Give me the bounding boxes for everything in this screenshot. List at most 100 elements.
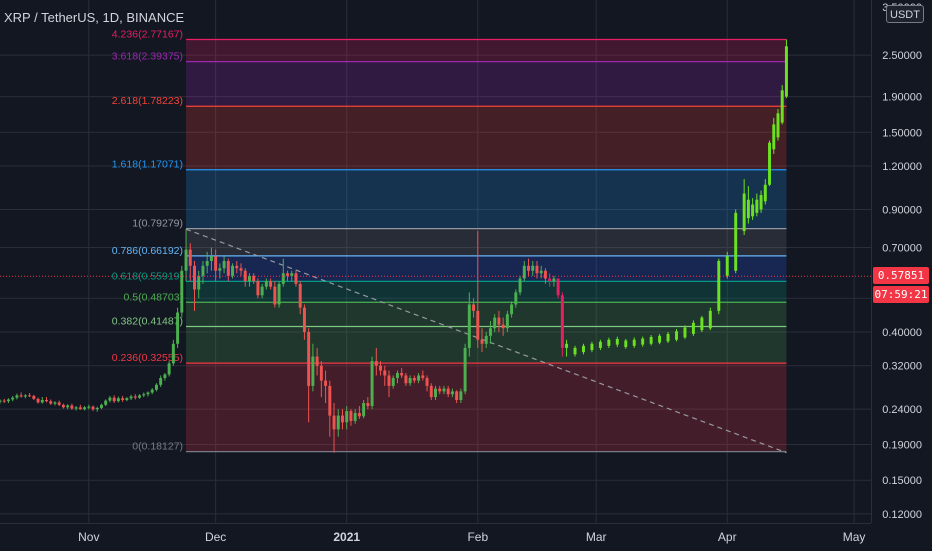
candle [87,404,91,410]
candle-body [264,281,268,287]
candle-body [763,184,767,202]
candle-body [759,195,763,210]
candle-body [387,375,391,386]
candle [6,398,10,404]
candle-body [353,413,357,421]
candle [683,325,687,339]
candle [446,385,450,398]
candle-body [298,283,302,308]
candle [154,383,158,392]
candle [565,339,569,357]
candle [231,263,235,279]
symbol-exchange: BINANCE [126,10,185,25]
candle-body [734,212,738,271]
candle [353,409,357,424]
candle [467,292,471,357]
candle-body [505,314,509,329]
candle-body [57,402,61,405]
candle [125,397,129,402]
symbol-pair: XRP / TetherUS [4,10,96,25]
candle-body [370,361,374,407]
candle [298,281,302,315]
candle [142,392,146,398]
candle-body [256,281,260,296]
candle-body [463,347,467,392]
fib-band [186,39,787,62]
candle-body [15,395,19,398]
candle-body [53,402,57,404]
candle [336,409,340,437]
candle [374,347,378,376]
candle [666,331,670,343]
candle [429,383,433,401]
candle [23,394,27,399]
candle-body [180,270,184,313]
candle [675,329,678,342]
candle-body [675,331,678,340]
candle-body [666,333,670,342]
candle [510,301,514,318]
candle-body [328,385,332,416]
candle-body [607,339,611,346]
fib-level-label: 0.786(0.66192) [112,245,183,257]
candle [328,380,332,437]
candle-body [379,365,383,371]
symbol-title[interactable]: XRP / TetherUS, 1D, BINANCE [4,10,184,25]
candle [239,263,243,276]
candle-body [535,265,539,274]
candle [91,405,95,412]
candle [387,370,391,398]
candle [763,179,767,205]
candle [784,39,788,99]
candle [590,341,594,353]
candle-body [214,256,218,271]
fib-level-label: 2.618(1.78223) [112,95,183,107]
fibonacci-extension[interactable]: 4.236(2.77167) 3.618(2.39375) 2.618(1.7822… [112,29,787,453]
candle-body [66,405,70,408]
fib-level-label: 0.382(0.41487) [112,315,183,327]
candle [252,273,256,284]
candle [311,343,315,392]
candle-body [455,391,459,401]
currency-button[interactable]: USDT [886,5,924,23]
candlestick-series [0,39,788,453]
fib-level-label: 0.236(0.32555) [112,352,183,364]
candle [442,385,446,395]
candle-body [209,256,213,261]
price-axis[interactable] [871,0,932,523]
candle-body [61,404,65,408]
candle [391,375,395,389]
candle [146,391,150,397]
candle [472,298,476,318]
candle [366,397,370,410]
candle-body [23,395,27,397]
time-axis[interactable] [0,523,871,551]
candle [759,190,763,213]
candle-body [294,273,298,284]
candle-body [252,275,256,282]
candle-body [434,388,437,398]
candle-body [302,307,306,332]
candle-body [11,397,15,400]
candle [260,283,264,299]
candle [99,403,103,410]
candle [341,409,344,430]
downtrend-line[interactable] [185,228,787,454]
candle-body [590,343,594,351]
candle [412,375,416,384]
candle-body [408,378,412,384]
candle [332,403,336,453]
candle [78,404,82,410]
candle [74,406,78,411]
candle [324,370,328,404]
candle [505,310,509,332]
candle-body [74,407,78,409]
candle [776,108,780,141]
candle-body [691,322,695,334]
candle-body [150,389,154,393]
trendline-layer[interactable] [185,228,787,454]
candle [45,397,48,403]
candle [53,401,57,406]
candle-body [518,278,522,293]
